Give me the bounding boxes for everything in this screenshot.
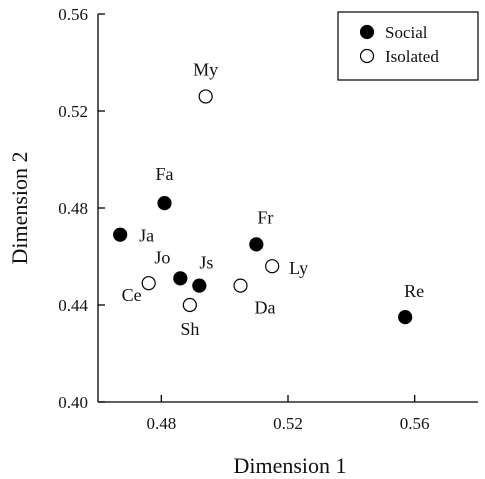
point-label-jo: Jo [154, 247, 170, 267]
y-tick-label: 0.52 [58, 102, 88, 121]
isolated-point-sh [182, 297, 197, 313]
x-axis-title: Dimension 1 [233, 453, 346, 478]
point-labels: Fa Ja Fr Jo Js Re My Ly Ce Da Sh [122, 59, 425, 339]
isolated-point-ce [141, 276, 156, 291]
data-points [113, 89, 413, 325]
point-label-fa: Fa [156, 164, 174, 184]
social-point-ja [113, 227, 128, 242]
ticks: 0.40 0.44 0.48 0.52 0.56 0.48 0.52 0.56 [58, 5, 429, 433]
legend-marker-isolated [359, 48, 375, 64]
isolated-point-da [233, 278, 248, 293]
y-tick-label: 0.44 [58, 296, 88, 315]
x-tick-label: 0.48 [146, 414, 176, 433]
isolated-point-ly [265, 259, 280, 274]
isolated-point-my [198, 89, 213, 104]
social-point-js [192, 278, 207, 293]
point-label-sh: Sh [180, 319, 199, 339]
point-label-ly: Ly [289, 258, 308, 278]
point-label-fr: Fr [257, 207, 273, 227]
social-point-fr [249, 237, 264, 252]
legend-marker-social [359, 24, 375, 40]
y-tick-label: 0.40 [58, 393, 88, 412]
x-tick-label: 0.52 [273, 414, 303, 433]
social-point-jo [173, 271, 188, 286]
y-axis-title: Dimension 2 [7, 151, 32, 264]
social-point-fa [157, 196, 172, 211]
point-label-re: Re [404, 281, 424, 301]
legend-label-isolated: Isolated [385, 47, 439, 66]
point-label-my: My [193, 59, 218, 79]
point-label-js: Js [199, 253, 213, 273]
point-label-ja: Ja [139, 226, 154, 246]
legend-box [337, 11, 479, 81]
point-label-da: Da [255, 298, 276, 318]
social-point-re [398, 310, 413, 325]
y-tick-label: 0.48 [58, 199, 88, 218]
y-tick-label: 0.56 [58, 5, 88, 24]
legend-label-social: Social [385, 23, 428, 42]
point-label-ce: Ce [122, 285, 142, 305]
legend: Social Isolated [337, 11, 479, 81]
x-tick-label: 0.56 [400, 414, 430, 433]
